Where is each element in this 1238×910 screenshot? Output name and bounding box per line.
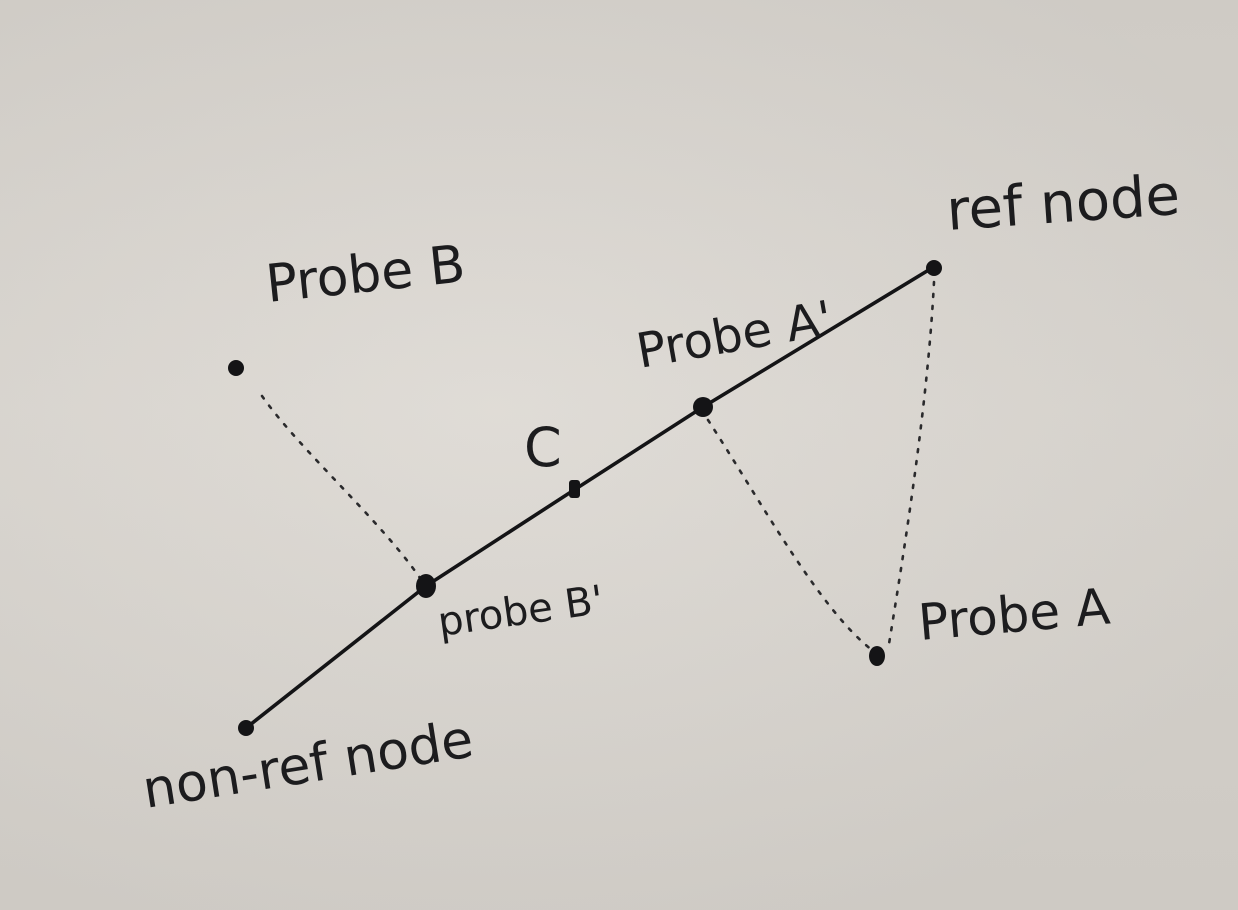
non-ref-node-point: [238, 720, 254, 736]
ref-node-point: [926, 260, 942, 276]
c-point: [569, 480, 580, 498]
edge-ref-to-probe-a: [886, 280, 936, 652]
probe-a-point: [869, 646, 885, 666]
edge-probe-a-prime-to-ref: [701, 266, 934, 409]
ref-node-label: ref node: [944, 163, 1181, 244]
probe-a-prime-label: Probe A': [632, 290, 836, 379]
edge-nonref-to-probe-b-prime: [244, 584, 428, 730]
non-ref-node-label: non-ref node: [139, 709, 478, 820]
probe-b-prime-label: probe B': [435, 577, 606, 646]
probe-b-label: Probe B: [263, 234, 468, 315]
edge-c-to-probe-a-prime: [572, 405, 705, 492]
c-label: C: [524, 416, 562, 479]
edge-probe-a-prime-to-probe-a: [706, 418, 874, 652]
edge-probe-b-to-probe-b-prime: [260, 394, 422, 580]
probe-b-point: [228, 360, 244, 376]
edge-probe-b-prime-to-c: [424, 488, 576, 588]
probe-b-prime-point: [416, 574, 436, 598]
probe-a-label: Probe A: [916, 577, 1112, 652]
probe-a-prime-point: [693, 397, 713, 417]
